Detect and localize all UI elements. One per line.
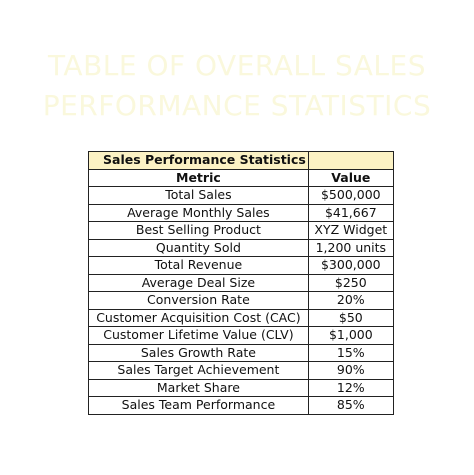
column-header-value: Value (307, 168, 394, 187)
page-title-line-1: TABLE OF OVERALL SALES (47, 49, 426, 82)
metric-cell: Market Share (88, 378, 309, 397)
value-cell: 20% (307, 291, 394, 310)
table-row: Sales Target Achievement 90% (88, 361, 394, 380)
value-cell: $41,667 (307, 203, 394, 222)
metric-cell: Customer Acquisition Cost (CAC) (88, 308, 309, 327)
table-row: Total Revenue $300,000 (88, 256, 394, 275)
metric-cell: Customer Lifetime Value (CLV) (88, 326, 309, 345)
column-header-metric: Metric (88, 168, 309, 187)
table-row: Quantity Sold 1,200 units (88, 238, 394, 257)
page-title: TABLE OF OVERALL SALES PERFORMANCE STATI… (0, 46, 474, 126)
table-row: Market Share 12% (88, 378, 394, 397)
metric-cell: Best Selling Product (88, 221, 309, 240)
table-row: Average Monthly Sales $41,667 (88, 203, 394, 222)
table-section-header: Sales Performance Statistics (88, 151, 309, 170)
table-section-header-row: Sales Performance Statistics (88, 151, 394, 170)
table-column-header-row: Metric Value (88, 168, 394, 187)
table-row: Average Deal Size $250 (88, 273, 394, 292)
value-cell: 15% (307, 343, 394, 362)
metric-cell: Conversion Rate (88, 291, 309, 310)
metric-cell: Average Deal Size (88, 273, 309, 292)
value-cell: $500,000 (307, 186, 394, 205)
value-cell: $300,000 (307, 256, 394, 275)
table-row: Conversion Rate 20% (88, 291, 394, 310)
value-cell: $250 (307, 273, 394, 292)
page-title-line-2: PERFORMANCE STATISTICS (42, 89, 432, 122)
metric-cell: Average Monthly Sales (88, 203, 309, 222)
table-row: Customer Acquisition Cost (CAC) $50 (88, 308, 394, 327)
metric-cell: Sales Growth Rate (88, 343, 309, 362)
metric-cell: Total Revenue (88, 256, 309, 275)
table-row: Sales Team Performance 85% (88, 396, 394, 415)
value-cell: 90% (307, 361, 394, 380)
table-row: Total Sales $500,000 (88, 186, 394, 205)
value-cell: 85% (307, 396, 394, 415)
value-cell: 12% (307, 378, 394, 397)
metric-cell: Total Sales (88, 186, 309, 205)
value-cell: 1,200 units (307, 238, 394, 257)
metric-cell: Quantity Sold (88, 238, 309, 257)
value-cell: XYZ Widget (307, 221, 394, 240)
table-section-header-blank (307, 151, 394, 170)
metric-cell: Sales Target Achievement (88, 361, 309, 380)
value-cell: $50 (307, 308, 394, 327)
table-row: Customer Lifetime Value (CLV) $1,000 (88, 326, 394, 345)
metric-cell: Sales Team Performance (88, 396, 309, 415)
table-row: Sales Growth Rate 15% (88, 343, 394, 362)
table-row: Best Selling Product XYZ Widget (88, 221, 394, 240)
value-cell: $1,000 (307, 326, 394, 345)
sales-statistics-table: Sales Performance Statistics Metric Valu… (88, 151, 394, 415)
